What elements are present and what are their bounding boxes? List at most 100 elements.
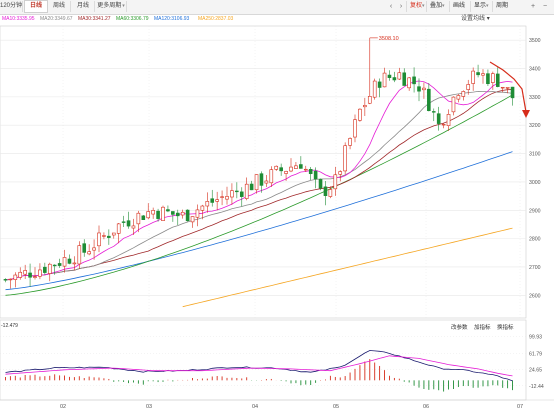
add-indicator-button[interactable]: 加指标 [474, 325, 491, 331]
candle-body [397, 72, 402, 80]
chevron-down-icon: ▾ [486, 3, 489, 9]
candle-body [446, 114, 451, 126]
candle-body [62, 257, 67, 267]
candle-body [299, 164, 303, 169]
trend-arrow-head [522, 110, 530, 118]
macd-value-label: -12.479 [1, 323, 18, 329]
next-button[interactable]: › [399, 3, 403, 10]
tab-label: 周线 [52, 3, 65, 9]
ma120-line [5, 151, 513, 291]
price-tick-label: 3200 [529, 123, 541, 129]
candle-body [427, 88, 431, 112]
ma-legend-item: MA120:3106.93 [154, 16, 190, 22]
ma-settings-button[interactable]: 设置均线 ▾ [461, 14, 490, 24]
candle-body [67, 258, 72, 264]
candle-body [387, 74, 392, 78]
trend-arrow-line [489, 61, 527, 113]
macd-panel-frame [0, 319, 527, 401]
tab-period-2[interactable]: 周线 [48, 1, 71, 12]
candle-body [230, 190, 234, 198]
toolbar-tool-label: 显示 [474, 3, 487, 9]
candle-body [151, 210, 155, 215]
toolbar-tool-2[interactable]: 画线 [449, 1, 468, 12]
candle-body [456, 95, 461, 100]
tab-period-0[interactable]: 120分钟 [0, 1, 23, 12]
candle-body [269, 169, 274, 184]
candle-body [392, 77, 397, 81]
toolbar-tool-1[interactable]: 叠加▾ [426, 1, 448, 12]
switch-indicator-button[interactable]: 换指标 [497, 325, 514, 331]
candle-body [294, 165, 298, 169]
prev-button[interactable]: ‹ [389, 3, 393, 10]
candle-body [328, 189, 333, 197]
tab-period-4[interactable]: 更多周期▾ [96, 1, 127, 12]
candle-body [33, 276, 37, 278]
price-tick-label: 2800 [529, 237, 541, 243]
x-tick-label: 04 [252, 404, 258, 410]
ma-legend-item: MA250:2837.03 [198, 16, 234, 22]
tab-period-1[interactable]: 日线 [24, 0, 48, 13]
candle-body [491, 73, 495, 83]
candle-body [323, 186, 328, 197]
candle-body [274, 165, 279, 170]
tab-label: 更多周期 [97, 3, 122, 9]
candle-body [175, 212, 180, 217]
candle-body [510, 86, 515, 99]
moving-average-legend: MA10:3335.95 MA20:3349.67 MA30:3341.27 MA60… [0, 14, 554, 24]
macd-tick-label: 61.79 [529, 351, 542, 357]
ma-settings-label: 设置均线 [461, 16, 486, 22]
candle-body [363, 105, 367, 108]
toolbar-tool-4[interactable]: 周期 [492, 1, 511, 12]
candle-body [92, 247, 96, 251]
candle-body [244, 183, 249, 199]
chevron-down-icon: ▾ [442, 3, 445, 9]
candle-body [412, 76, 416, 85]
candle-body [466, 84, 471, 90]
candle-body [254, 174, 259, 191]
candle-body [136, 212, 141, 225]
candle-body [279, 167, 283, 172]
candle-body [166, 209, 170, 212]
candle-body [38, 269, 42, 277]
candle-body [18, 271, 23, 278]
candle-body [116, 223, 121, 234]
zoom-out-button[interactable]: − [542, 3, 548, 10]
macd-tick-label: 99.93 [529, 335, 542, 341]
tab-period-3[interactable]: 月线 [72, 1, 95, 12]
candle-body [102, 235, 106, 237]
toolbar-tool-label: 复权 [410, 3, 423, 9]
price-tick-label: 3300 [529, 95, 541, 101]
candle-body [210, 198, 215, 203]
dif-line [5, 350, 513, 382]
x-tick-label: 03 [146, 404, 152, 410]
x-tick-label: 02 [60, 404, 66, 410]
candle-body [367, 96, 372, 104]
toolbar-tool-3[interactable]: 显示▾ [470, 1, 492, 12]
candle-body [451, 96, 456, 113]
ma60-line [5, 94, 513, 296]
chevron-down-icon: ▾ [122, 3, 125, 9]
candle-body [495, 73, 500, 87]
candle-body [8, 278, 13, 281]
candle-body [97, 232, 101, 247]
peak-annotation-label: 3508.10 [379, 36, 399, 42]
candle-body [52, 264, 57, 267]
candle-body [313, 170, 318, 180]
toolbar-tool-label: 画线 [453, 3, 466, 9]
candle-body [500, 86, 505, 89]
toolbar-tool-0[interactable]: 复权▾ [406, 1, 428, 12]
candle-body [28, 272, 32, 278]
tab-label: 月线 [76, 3, 89, 9]
candle-body [402, 72, 407, 86]
candle-body [141, 215, 146, 220]
ma10-line [5, 80, 513, 281]
toolbar: 120分钟 日线 周线 月线 更多周期▾ ‹ › 复权▾ 叠加▾ 画线 显示▾ 周期 + − [0, 0, 554, 15]
candle-body [72, 262, 77, 265]
change-params-button[interactable]: 改参数 [451, 325, 468, 331]
candle-body [220, 196, 224, 198]
candle-body [461, 91, 466, 97]
zoom-in-button[interactable]: + [530, 3, 536, 10]
candle-body [407, 77, 411, 89]
candle-body [264, 180, 269, 184]
